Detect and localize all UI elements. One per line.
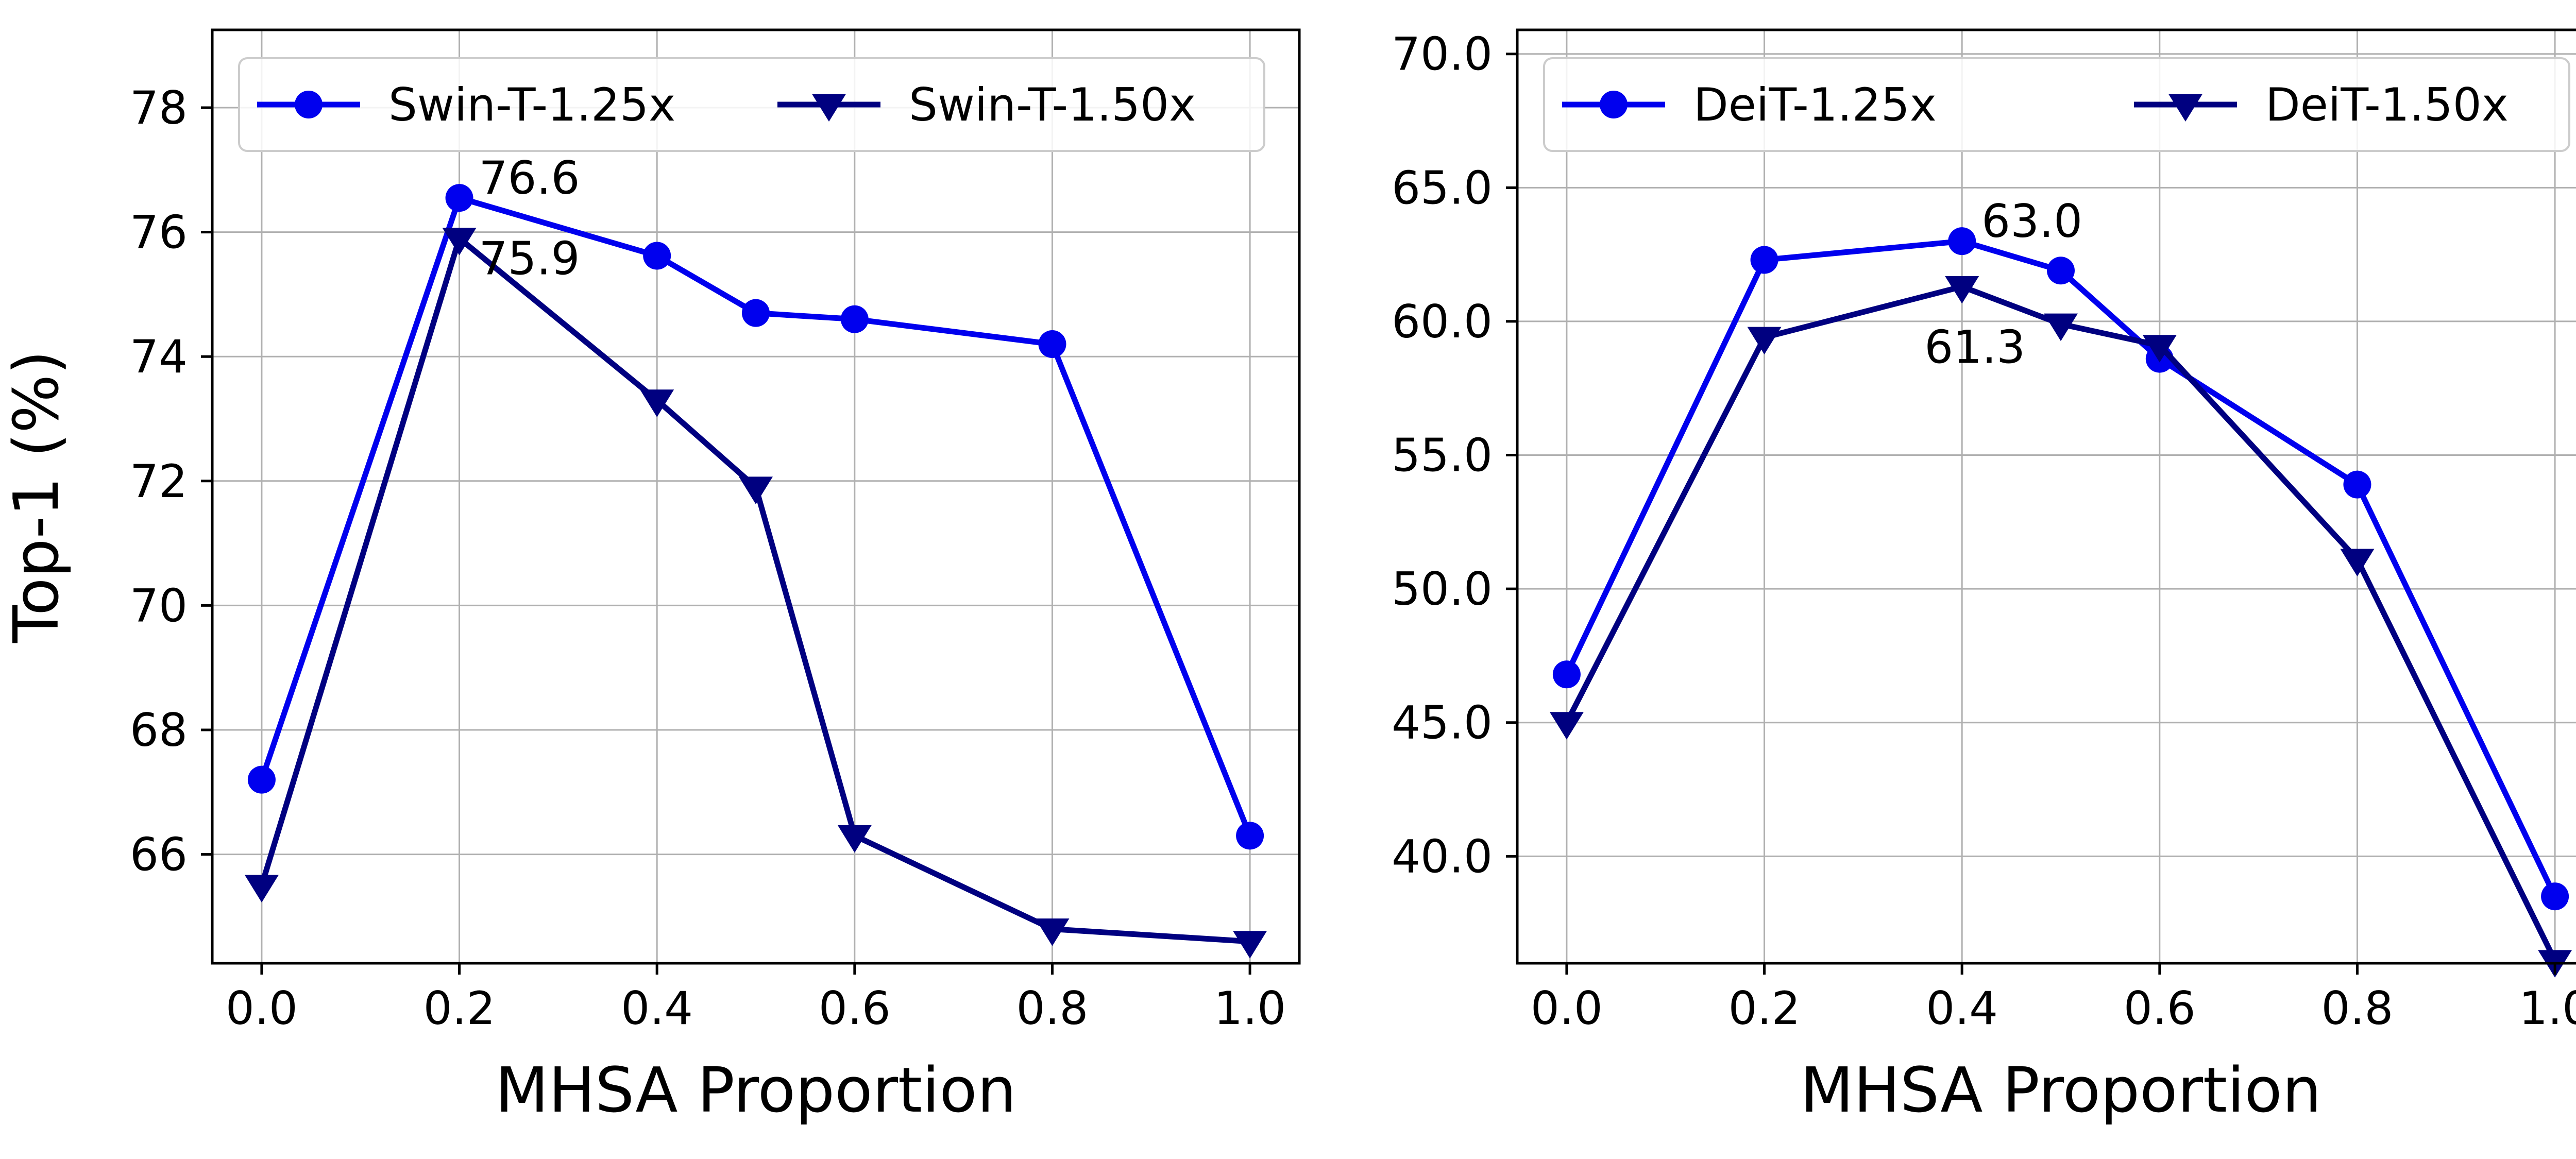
x-tick-label: 0.8 <box>2321 982 2393 1035</box>
data-point <box>1236 822 1264 850</box>
legend-label: DeiT-1.50x <box>2265 78 2509 131</box>
data-point <box>1750 246 1778 274</box>
legend-marker <box>812 94 846 122</box>
x-tick-label: 0.6 <box>819 982 891 1035</box>
data-point <box>640 389 674 417</box>
legend-label: Swin-T-1.50x <box>909 78 1196 131</box>
x-tick-label: 1.0 <box>1214 982 1286 1035</box>
y-tick-label: 70 <box>130 579 188 632</box>
y-tick-label: 70.0 <box>1392 28 1493 81</box>
data-label: 63.0 <box>1981 195 2082 248</box>
data-point <box>1945 276 1979 304</box>
data-point <box>247 765 276 794</box>
data-point <box>1552 660 1581 689</box>
plot-frame <box>211 28 1301 965</box>
data-point <box>442 228 477 255</box>
data-point <box>2142 335 2177 363</box>
legend-label: Swin-T-1.25x <box>388 78 675 131</box>
data-point <box>840 305 869 333</box>
data-point <box>2541 882 2569 911</box>
y-tick-label: 76 <box>130 206 188 259</box>
legend-marker <box>295 91 323 118</box>
x-tick-label: 0.2 <box>1728 982 1801 1035</box>
data-point <box>643 242 671 270</box>
data-point <box>837 825 872 853</box>
x-tick-label: 0.0 <box>1531 982 1603 1035</box>
legend-marker <box>1600 91 1628 118</box>
x-tick-label: 0.4 <box>1926 982 1998 1035</box>
data-point <box>1549 712 1584 740</box>
y-tick-label: 60.0 <box>1392 295 1493 348</box>
data-point <box>1233 931 1267 959</box>
y-axis-label: Top-1 (%) <box>1 350 73 643</box>
grid <box>1517 30 2576 963</box>
y-tick-label: 65.0 <box>1392 161 1493 214</box>
data-point <box>244 875 279 902</box>
data-point <box>2044 313 2078 342</box>
x-tick-label: 0.2 <box>423 982 496 1035</box>
x-tick-label: 0.4 <box>621 982 693 1035</box>
data-point <box>1948 227 1976 255</box>
data-point <box>2343 470 2371 499</box>
y-tick-label: 45.0 <box>1392 696 1493 749</box>
data-point <box>1747 327 1782 355</box>
plot-frame <box>1516 28 2576 965</box>
x-axis-label: MHSA Proportion <box>495 1055 1016 1127</box>
data-label: 61.3 <box>1924 320 2025 373</box>
data-point <box>445 184 473 212</box>
y-tick-label: 68 <box>130 704 188 757</box>
y-tick-label: 66 <box>130 828 188 881</box>
y-tick-label: 50.0 <box>1392 563 1493 616</box>
data-point <box>2047 257 2075 285</box>
data-point <box>742 299 770 327</box>
legend: DeiT-1.25x DeiT-1.50x <box>1543 57 2570 152</box>
x-tick-label: 0.6 <box>2124 982 2196 1035</box>
x-axis-label: MHSA Proportion <box>1800 1055 2321 1127</box>
data-label: 75.9 <box>479 232 580 285</box>
x-tick-label: 0.0 <box>226 982 298 1035</box>
legend-box <box>238 57 1265 152</box>
chart-panel-1: 76.6 75.9 0.0 0.2 0.4 0.6 0.8 1.0 66 68 70 72 74 76 78… <box>1 28 1301 1127</box>
legend-marker <box>2168 94 2202 122</box>
data-label: 76.6 <box>479 151 580 204</box>
data-point <box>1035 918 1070 946</box>
y-tick-label: 74 <box>130 330 188 383</box>
legend: Swin-T-1.25x Swin-T-1.50x <box>238 57 1265 152</box>
y-tick-label: 78 <box>130 81 188 134</box>
y-tick-label: 40.0 <box>1392 830 1493 883</box>
y-tick-label: 55.0 <box>1392 429 1493 482</box>
x-tick-label: 0.8 <box>1016 982 1088 1035</box>
data-point <box>739 476 773 504</box>
data-point <box>2340 549 2375 577</box>
legend-label: DeiT-1.25x <box>1693 78 1937 131</box>
x-tick-label: 1.0 <box>2519 982 2576 1035</box>
y-tick-label: 72 <box>130 455 188 508</box>
legend-box <box>1543 57 2570 152</box>
data-point <box>1038 330 1066 359</box>
chart-panel-2: 63.0 61.3 0.0 0.2 0.4 0.6 0.8 1.0 40.0 45.0 50.0 55… <box>1392 28 2576 1127</box>
